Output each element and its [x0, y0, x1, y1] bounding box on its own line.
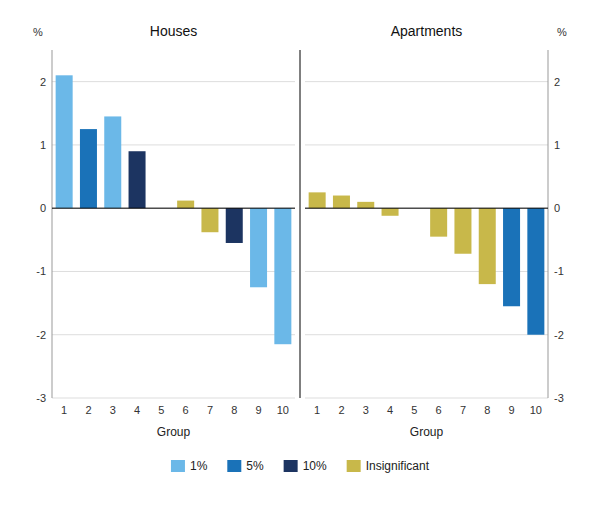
y-tick-label: 0: [554, 202, 560, 214]
x-tick-label: 6: [436, 404, 442, 416]
chart: -3 -2 -1 0 1 2 1 2 3 4 5 6 7 8 9 10 Group Houses% -3 -2 -1 0 1…: [0, 0, 600, 505]
y-axis-line: [548, 50, 549, 398]
legend-item: 5%: [227, 459, 264, 473]
x-tick-label: 8: [484, 404, 490, 416]
y-tick-label: -1: [554, 265, 564, 277]
y-tick-label: -3: [554, 392, 564, 404]
x-tick-label: 10: [530, 404, 542, 416]
grid-line: [305, 144, 548, 145]
legend-label: 1%: [190, 459, 208, 473]
legend-swatch: [284, 460, 298, 472]
grid-line: [305, 81, 548, 82]
x-axis-label: Group: [410, 425, 444, 439]
x-tick-label: 2: [85, 404, 91, 416]
y-tick-label: 1: [40, 139, 46, 151]
bar: [454, 208, 471, 254]
y-tick-label: -3: [36, 392, 46, 404]
x-tick-label: 1: [61, 404, 67, 416]
legend-swatch: [171, 460, 185, 472]
zero-line: [52, 208, 295, 209]
panel: -3 -2 -1 0 1 2 1 2 3 4 5 6 7 8 9 10 Group Apartments%: [305, 23, 567, 439]
grid-line: [305, 398, 548, 399]
bar: [104, 116, 121, 208]
x-tick-label: 4: [387, 404, 393, 416]
x-tick-label: 4: [134, 404, 140, 416]
y-tick-label: -2: [554, 329, 564, 341]
legend-item: 10%: [284, 459, 327, 473]
panel: -3 -2 -1 0 1 2 1 2 3 4 5 6 7 8 9 10 Group Houses%: [33, 23, 295, 439]
y-axis-line: [52, 50, 53, 398]
x-axis-label: Group: [157, 425, 191, 439]
panel-title: Apartments: [391, 23, 463, 39]
legend-swatch: [347, 460, 361, 472]
legend: 1% 5% 10% Insignificant: [171, 459, 430, 473]
legend-item: Insignificant: [347, 459, 430, 473]
bar: [309, 192, 326, 208]
bar: [430, 208, 447, 236]
x-tick-label: 1: [314, 404, 320, 416]
x-tick-label: 7: [460, 404, 466, 416]
legend-label: 10%: [303, 459, 327, 473]
bar: [129, 151, 146, 208]
legend-label: 5%: [246, 459, 264, 473]
bar: [56, 75, 73, 208]
legend-label: Insignificant: [366, 459, 430, 473]
background: [0, 0, 600, 505]
grid-line: [305, 334, 548, 335]
bar: [80, 129, 97, 208]
x-tick-label: 3: [363, 404, 369, 416]
bar: [250, 208, 267, 287]
panel-title: Houses: [150, 23, 197, 39]
y-tick-label: 2: [40, 76, 46, 88]
bar: [333, 196, 350, 209]
y-axis-label: %: [557, 26, 567, 38]
x-tick-label: 6: [183, 404, 189, 416]
zero-line: [305, 208, 548, 209]
panel-divider: [300, 50, 301, 398]
bar: [357, 202, 374, 208]
bar: [226, 208, 243, 243]
bar: [479, 208, 496, 284]
bar: [177, 201, 194, 209]
x-tick-label: 2: [338, 404, 344, 416]
y-tick-label: 2: [554, 76, 560, 88]
bar: [382, 208, 399, 216]
x-tick-label: 5: [411, 404, 417, 416]
y-tick-label: 0: [40, 202, 46, 214]
bar: [527, 208, 544, 335]
grid-line: [52, 398, 295, 399]
bar: [274, 208, 291, 344]
bar: [503, 208, 520, 306]
bars: [309, 192, 545, 334]
grid-line: [52, 208, 295, 209]
grid-line: [52, 81, 295, 82]
x-tick-label: 7: [207, 404, 213, 416]
y-tick-label: -2: [36, 329, 46, 341]
x-tick-label: 10: [277, 404, 289, 416]
y-tick-label: -1: [36, 265, 46, 277]
grid-line: [305, 208, 548, 209]
bar: [201, 208, 218, 232]
legend-item: 1%: [171, 459, 208, 473]
x-tick-label: 3: [110, 404, 116, 416]
y-tick-label: 1: [554, 139, 560, 151]
y-axis-label: %: [33, 26, 43, 38]
grid-line: [52, 334, 295, 335]
x-tick-label: 5: [158, 404, 164, 416]
x-tick-label: 8: [231, 404, 237, 416]
legend-swatch: [227, 460, 241, 472]
x-tick-label: 9: [255, 404, 261, 416]
bars: [56, 75, 292, 344]
x-tick-label: 9: [508, 404, 514, 416]
